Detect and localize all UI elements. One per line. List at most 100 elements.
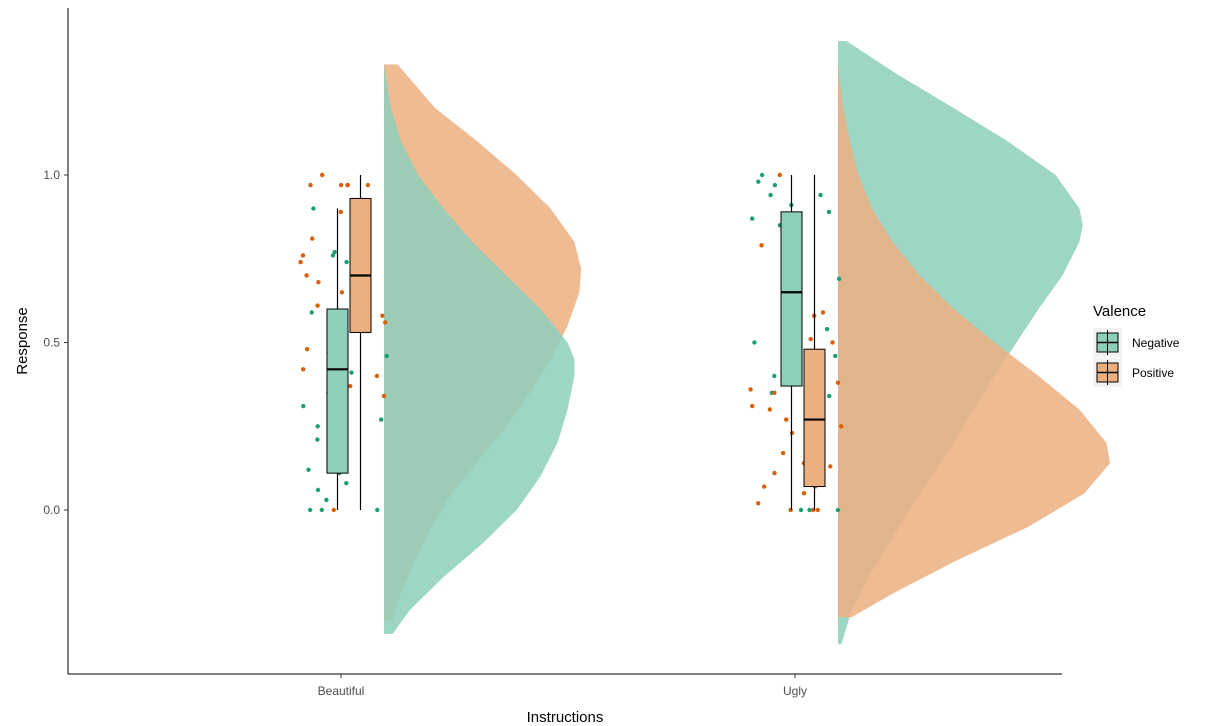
point-beautiful-positive [331,507,336,513]
box-ugly-negative [780,211,803,387]
legend-label-negative: Negative [1132,336,1180,350]
point-ugly-positive [748,387,753,392]
point-beautiful-positive [374,373,380,379]
point-beautiful-positive [308,182,313,188]
point-beautiful-positive [338,182,344,188]
point-ugly-positive [788,507,793,513]
point-beautiful-negative [375,507,380,513]
point-beautiful-negative [311,206,316,211]
point-beautiful-positive [383,320,388,325]
point-beautiful-negative [379,417,384,422]
y-tick-label: 0.0 [43,503,60,517]
point-ugly-negative [807,507,812,513]
legend-key-negative [1093,328,1122,357]
point-ugly-negative [756,179,761,184]
point-beautiful-negative [315,424,320,429]
density-layer [384,41,1110,644]
point-beautiful-positive [339,290,345,295]
point-beautiful-negative [330,253,336,258]
legend-entries: Negative Positive [1093,328,1180,387]
point-beautiful-positive [301,367,306,372]
legend-key-positive [1093,358,1122,387]
point-ugly-positive [762,484,767,489]
point-ugly-positive [780,450,786,456]
point-ugly-positive [820,310,826,315]
point-ugly-positive [835,380,841,385]
point-ugly-positive [801,491,807,496]
point-ugly-positive [777,172,782,178]
point-ugly-positive [784,417,789,422]
point-beautiful-positive [300,253,306,258]
point-ugly-positive [772,390,777,395]
legend-title: Valence [1093,303,1146,320]
point-ugly-positive [815,507,820,513]
point-beautiful-negative [307,507,313,513]
point-beautiful-positive [320,172,325,178]
point-ugly-negative [750,216,755,221]
point-ugly-negative [772,373,777,379]
point-ugly-positive [772,470,777,476]
boxplot-layer [326,175,826,510]
point-beautiful-positive [381,393,387,399]
point-beautiful-positive [365,182,371,188]
point-beautiful-negative [332,249,337,255]
point-beautiful-positive [310,236,315,241]
point-beautiful-negative [301,403,306,409]
point-ugly-negative [824,326,830,332]
point-beautiful-positive [380,313,385,318]
point-ugly-negative [835,507,841,513]
point-ugly-negative [818,192,823,198]
point-beautiful-positive [348,383,353,389]
point-beautiful-negative [319,507,324,513]
legend: Valence Negative Positive [1093,303,1180,387]
legend-label-positive: Positive [1132,366,1174,380]
x-ticks: Beautiful Ugly [318,674,807,698]
point-ugly-positive [830,340,835,345]
point-ugly-negative [759,172,765,178]
point-beautiful-positive [304,347,310,352]
point-beautiful-positive [304,273,309,278]
point-beautiful-negative [344,481,349,486]
point-ugly-positive [808,336,813,342]
point-ugly-positive [838,424,844,429]
jitter-points-layer [298,172,844,513]
point-beautiful-positive [316,280,321,285]
point-beautiful-positive [315,303,320,308]
x-axis-title: Instructions [527,709,604,726]
y-tick-label: 0.5 [43,336,60,350]
point-beautiful-negative [384,353,389,359]
point-beautiful-negative [324,497,329,503]
point-ugly-negative [752,340,757,345]
density-beautiful-negative [384,64,575,634]
point-ugly-negative [833,353,838,359]
point-ugly-negative [836,276,842,282]
point-ugly-negative [768,192,773,198]
point-ugly-negative [826,209,832,215]
point-beautiful-positive [298,259,303,265]
box-beautiful-negative [326,308,349,474]
point-beautiful-negative [315,437,320,442]
x-tick-label: Ugly [783,684,807,698]
point-beautiful-negative [349,370,354,375]
point-ugly-positive [828,464,833,469]
point-ugly-positive [750,403,755,409]
box-beautiful-positive [349,197,372,333]
point-beautiful-positive [338,209,343,215]
y-axis-title: Response [14,307,31,375]
point-beautiful-negative [306,467,311,472]
point-beautiful-positive [345,182,350,188]
point-ugly-negative [772,182,778,188]
box-ugly-positive [803,348,826,488]
point-beautiful-negative [344,259,349,265]
x-tick-label: Beautiful [318,684,365,698]
point-beautiful-negative [309,310,314,315]
y-tick-label: 1.0 [43,168,60,182]
point-ugly-positive [767,407,772,412]
point-ugly-negative [798,507,804,513]
density-ugly-positive [838,64,1110,618]
point-ugly-positive [759,243,764,248]
y-ticks: 0.0 0.5 1.0 [43,168,68,517]
point-ugly-negative [827,393,832,399]
point-beautiful-negative [315,487,321,493]
